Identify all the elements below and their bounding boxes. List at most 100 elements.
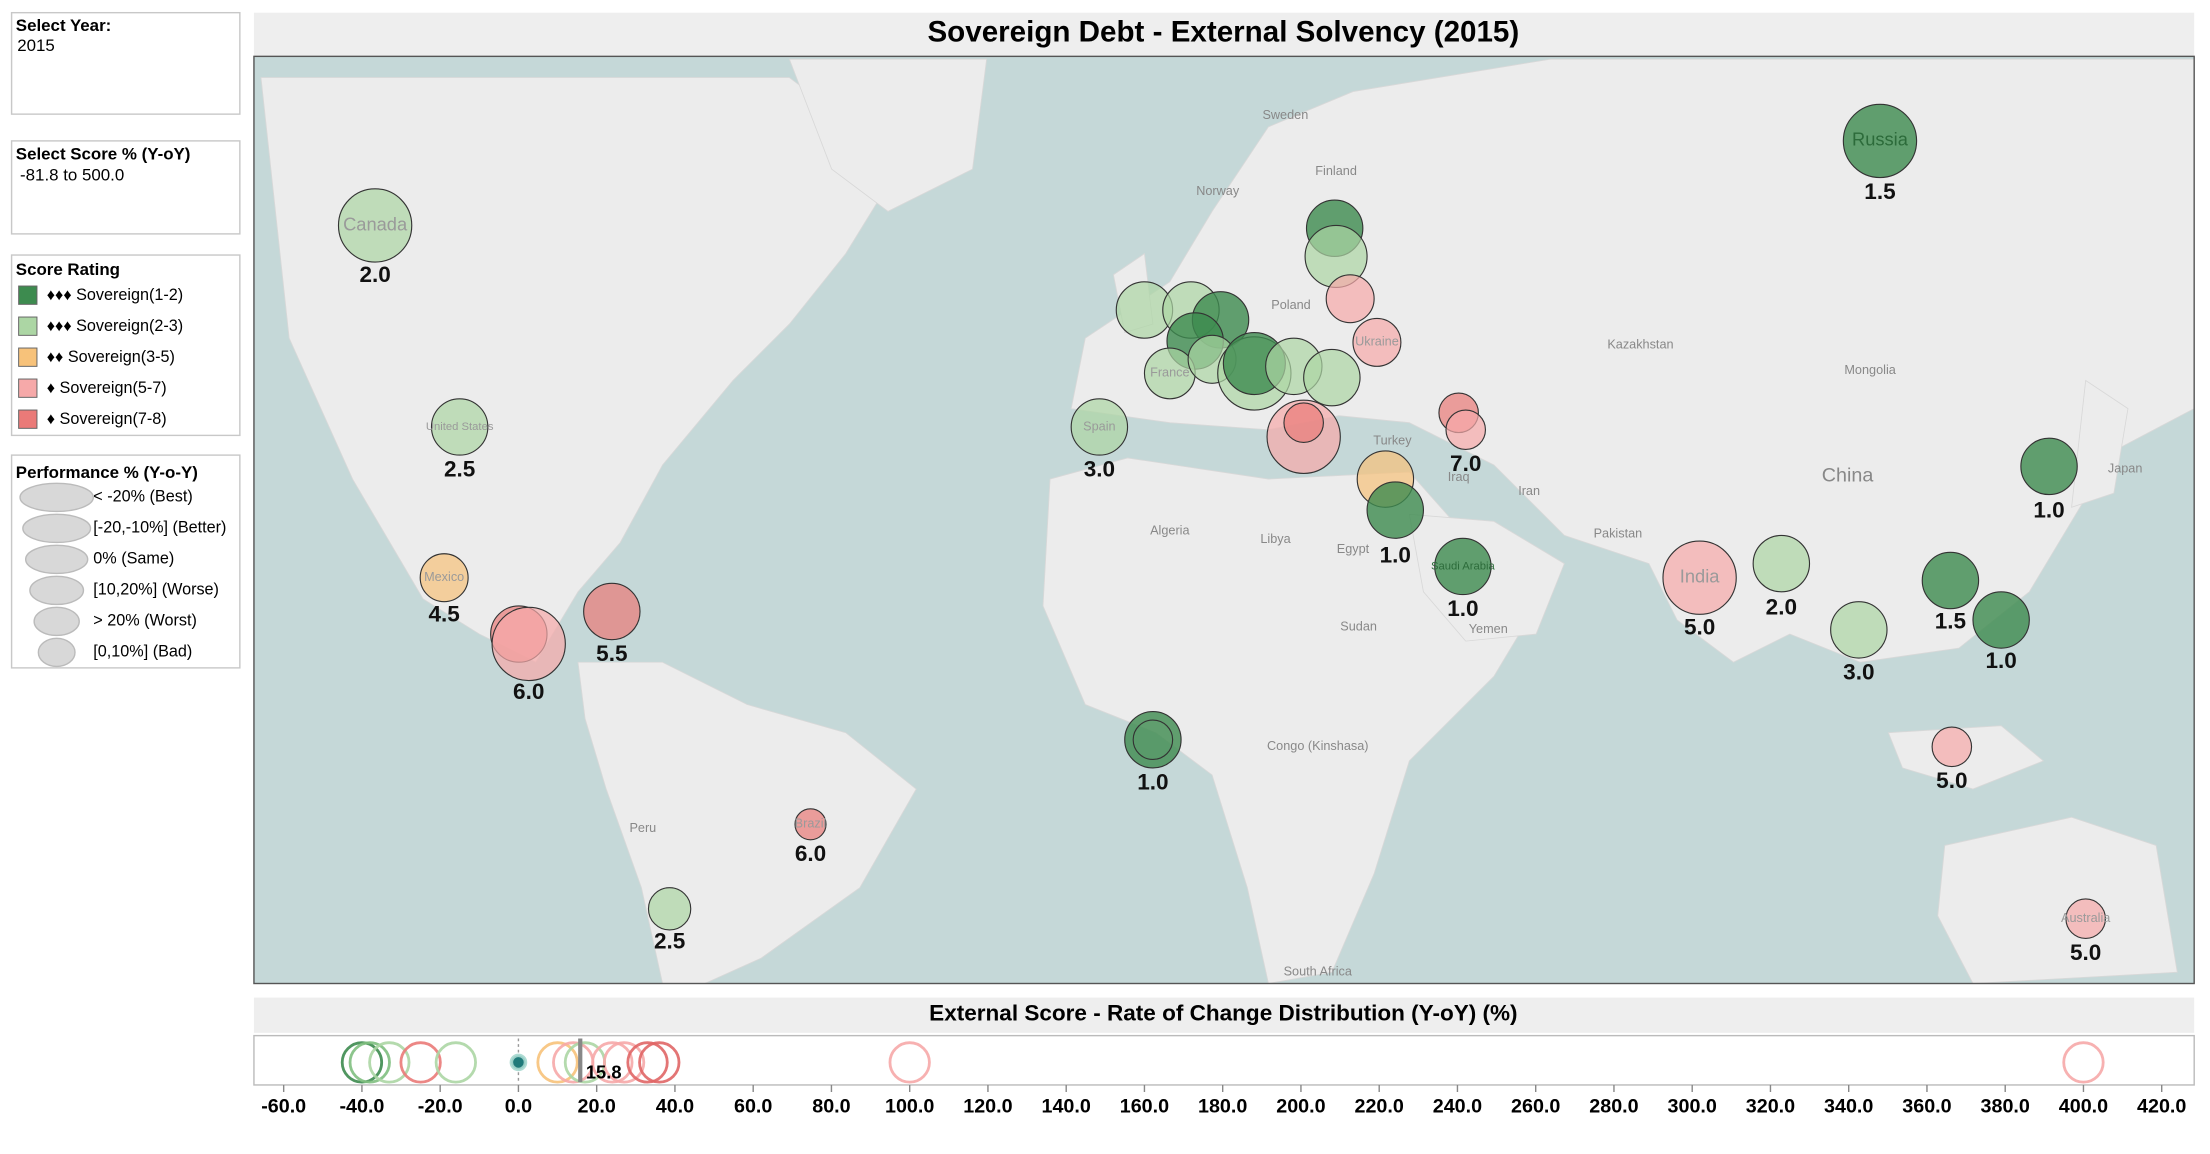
- x-tick-label: 220.0: [1355, 1096, 1404, 1118]
- country-bubble: [337, 188, 413, 263]
- bubble-name: Spain: [1083, 419, 1115, 433]
- bubble-score: 1.0: [2033, 497, 2064, 522]
- map: Sweden Norway Finland Poland Kazakhstan Mongo…: [253, 56, 2195, 984]
- legend-swatch: [18, 316, 38, 336]
- place-label: Egypt: [1337, 542, 1370, 556]
- place-label: Sudan: [1340, 619, 1377, 633]
- legend-size: [19, 482, 95, 513]
- place-label: China: [1822, 464, 1874, 486]
- x-tick-label: 420.0: [2137, 1096, 2186, 1118]
- filter-value[interactable]: -81.8 to 500.0: [20, 166, 124, 185]
- filter-box[interactable]: [10, 11, 241, 115]
- strip-chart: -60.0 -40.0 -20.0 0.0 20.0 40.0 60.0 80.0 100.0 1…: [261, 1038, 2186, 1118]
- x-tick-label: 320.0: [1746, 1096, 1795, 1118]
- land: [1937, 816, 2178, 984]
- map-frame: [253, 55, 2195, 985]
- filter-box[interactable]: [10, 140, 241, 235]
- point: [2062, 1041, 2105, 1084]
- place-label: Turkey: [1373, 433, 1412, 447]
- country-bubble: [1283, 402, 1324, 444]
- legend-title: Performance % (Y-o-Y): [16, 463, 198, 482]
- x-tick-label: 160.0: [1120, 1096, 1169, 1118]
- bubble-score: 1.5: [1864, 179, 1895, 204]
- bubble-score: 6.0: [795, 841, 826, 866]
- size-legend: < -20% (Best) [-20,-10%] (Better) 0% (Same…: [19, 482, 226, 668]
- x-tick-label: 260.0: [1511, 1096, 1560, 1118]
- legend-label: ♦♦ Sovereign(3-5): [47, 348, 175, 366]
- map-title: Sovereign Debt - External Solvency (2015…: [927, 16, 1519, 49]
- country-bubble: [1921, 551, 1980, 610]
- place-label: Peru: [629, 821, 656, 835]
- country-bubble: [1366, 481, 1425, 539]
- reference-label: 15.8: [586, 1062, 622, 1083]
- x-tick-label: -20.0: [418, 1096, 463, 1118]
- bubble-name: Saudi Arabia: [1431, 560, 1496, 572]
- place-label: Libya: [1260, 532, 1291, 546]
- bubble-score: 5.0: [1936, 768, 1967, 793]
- legend-swatch: [18, 378, 38, 398]
- country-bubble: [1972, 591, 2030, 649]
- place-label: Algeria: [1150, 524, 1190, 538]
- x-tick-label: 300.0: [1668, 1096, 1717, 1118]
- bubble-score: 2.5: [444, 457, 475, 482]
- x-tick-label: -40.0: [339, 1096, 384, 1118]
- country-bubble: [1662, 540, 1737, 615]
- x-tick-label: 60.0: [734, 1096, 772, 1118]
- country-bubble: [1445, 409, 1487, 451]
- place-label: Pakistan: [1594, 526, 1643, 540]
- country-bubble: [1132, 719, 1174, 761]
- country-bubble: [794, 808, 827, 841]
- x-tick-label: 0.0: [505, 1096, 532, 1118]
- bubble-name: Brazil: [795, 817, 827, 831]
- score-legend: ♦♦♦ Sovereign(1-2) ♦♦♦ Sovereign(2-3) ♦♦ S…: [18, 285, 183, 429]
- country-bubble: [2020, 437, 2078, 496]
- place-label: South Africa: [1284, 965, 1353, 979]
- x-tick-label: 180.0: [1198, 1096, 1247, 1118]
- bubble-score: 1.0: [1985, 648, 2016, 673]
- bubble-score: 1.5: [1935, 609, 1966, 634]
- country-bubble: [419, 553, 469, 603]
- legend-label: 0% (Same): [93, 550, 174, 568]
- title-bar: [253, 997, 2195, 1033]
- x-tick-label: 100.0: [885, 1096, 934, 1118]
- country-bubble: [2065, 898, 2106, 939]
- legend-swatch: [18, 285, 38, 305]
- legend-label: [0,10%] (Bad): [93, 643, 192, 661]
- legend-label: [-20,-10%] (Better): [93, 519, 226, 537]
- filter-value[interactable]: 2015: [17, 36, 55, 55]
- map-layer: Sweden Norway Finland Poland Kazakhstan Mongo…: [337, 103, 2142, 979]
- bubble-score: 1.0: [1137, 769, 1168, 794]
- place-label: Iraq: [1448, 470, 1470, 484]
- legend-label: > 20% (Worst): [93, 612, 197, 630]
- place-label: Kazakhstan: [1607, 338, 1673, 352]
- x-tick-label: 360.0: [1902, 1096, 1951, 1118]
- bubble-score: 3.0: [1843, 659, 1874, 684]
- place-label: Sweden: [1262, 108, 1308, 122]
- bubble-name: Mexico: [424, 570, 464, 584]
- legend-label: ♦ Sovereign(5-7): [47, 379, 167, 397]
- x-tick-label: 140.0: [1042, 1096, 1091, 1118]
- country-bubble: [1842, 103, 1918, 179]
- place-label: Iran: [1518, 484, 1540, 498]
- country-bubble: [1325, 274, 1375, 324]
- bubble-score: 2.0: [1766, 595, 1797, 620]
- legend-label: < -20% (Best): [93, 488, 192, 506]
- place-label: Norway: [1196, 184, 1240, 198]
- x-tick-label: 380.0: [1981, 1096, 2030, 1118]
- bubble-score: 3.0: [1084, 457, 1115, 482]
- legend-label: [10,20%] (Worse): [93, 581, 219, 599]
- country-bubble: [647, 887, 692, 931]
- country-bubble: [430, 398, 489, 456]
- bubble-name: United States: [426, 421, 494, 433]
- bubble-name: Australia: [2061, 911, 2111, 925]
- legend-box: [10, 254, 241, 437]
- bubble-score: 2.5: [654, 929, 685, 954]
- legend-label: ♦ Sovereign(7-8): [47, 410, 167, 428]
- x-tick-label: 200.0: [1276, 1096, 1325, 1118]
- bubble-score: 2.0: [359, 262, 390, 287]
- legend-size: [37, 637, 76, 668]
- legend-size: [22, 513, 92, 544]
- point: [591, 1041, 634, 1084]
- x-tick-label: 80.0: [812, 1096, 850, 1118]
